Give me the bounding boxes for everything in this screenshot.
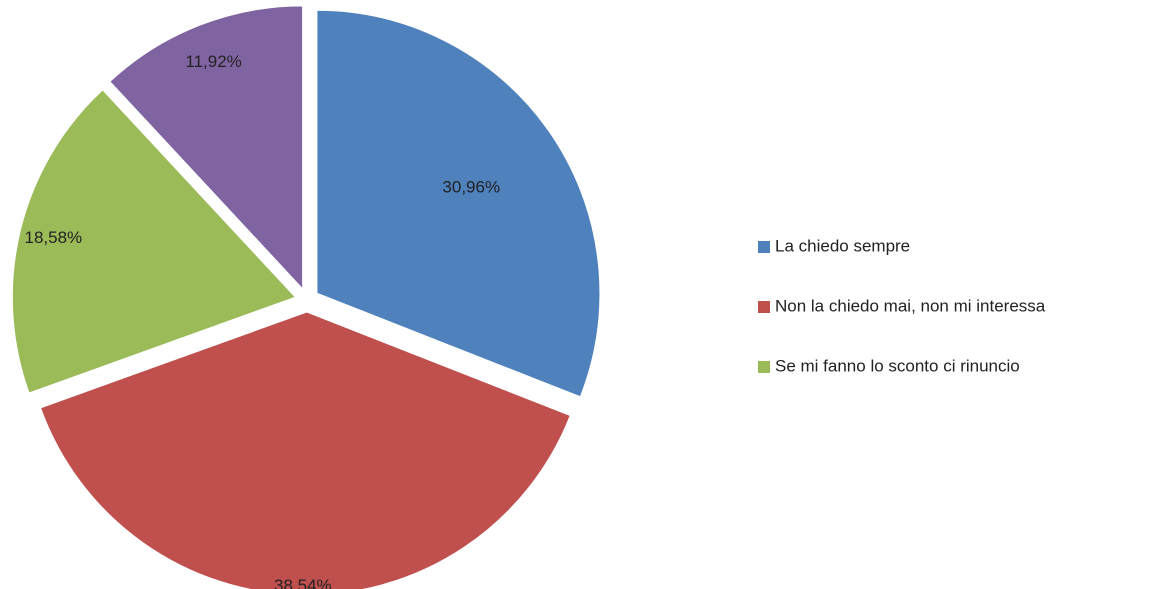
legend-swatch [758, 301, 770, 313]
data-label: 38,54% [274, 576, 332, 589]
legend-label: Se mi fanno lo sconto ci rinuncio [775, 356, 1020, 375]
pie-slice [109, 5, 304, 291]
legend-label: Non la chiedo mai, non mi interessa [775, 296, 1046, 315]
data-label: 18,58% [24, 228, 82, 247]
legend-swatch [758, 241, 770, 253]
pie-slice [39, 311, 571, 589]
legend-label: La chiedo sempre [775, 236, 910, 255]
pie-slice [11, 89, 297, 394]
data-label: 30,96% [442, 178, 500, 197]
data-label: 11,92% [185, 52, 241, 71]
pie-slice [316, 9, 601, 398]
legend-swatch [758, 361, 770, 373]
